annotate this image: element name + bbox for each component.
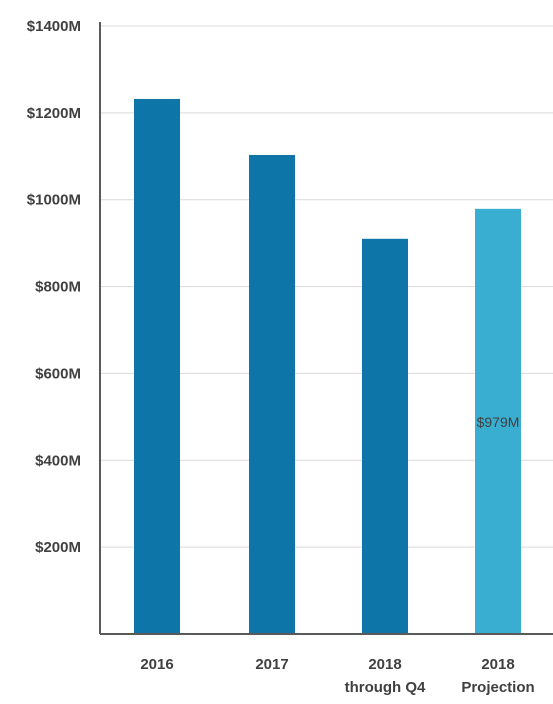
data-label: $979M	[477, 414, 520, 430]
y-tick-label: $1400M	[27, 18, 81, 35]
bars	[134, 98, 521, 635]
x-tick-label: 2017	[255, 656, 288, 673]
y-tick-label: $1000M	[27, 192, 81, 209]
labels: $200M $400M $600M $800M $1000M $1200M $1400M 20…	[27, 18, 535, 696]
y-tick-label: $600M	[35, 365, 81, 382]
bar-3	[475, 208, 521, 634]
bar-2	[362, 238, 408, 635]
axes	[99, 22, 553, 635]
bar-0	[134, 98, 180, 634]
y-tick-label: $200M	[35, 539, 81, 556]
x-tick-label: 2018	[481, 656, 514, 673]
bar-1	[249, 154, 295, 635]
x-tick-label: 2018	[368, 656, 401, 673]
y-tick-label: $1200M	[27, 105, 81, 122]
x-tick-label: Projection	[461, 679, 534, 696]
x-tick-label: 2016	[140, 656, 173, 673]
y-tick-label: $400M	[35, 452, 81, 469]
y-tick-label: $800M	[35, 279, 81, 296]
x-tick-label: through Q4	[345, 679, 426, 696]
